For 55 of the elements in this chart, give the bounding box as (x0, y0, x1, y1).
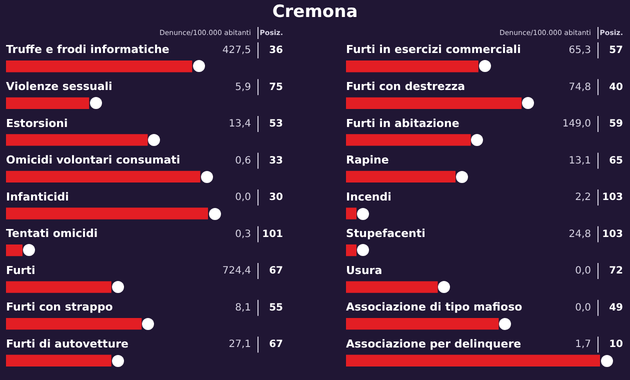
y-tick-label: Furti (6, 264, 36, 277)
y-tick-label: Stupefacenti (346, 227, 426, 240)
annotation: 0,0 (575, 266, 591, 277)
annotation: 1,7 (575, 339, 591, 350)
y-tick-label: Omicidi volontari consumati (6, 154, 180, 167)
text: 0,6 (235, 155, 251, 166)
text: 36 (269, 44, 284, 56)
text: 103 (602, 228, 624, 240)
text: 103 (602, 192, 624, 204)
text: 57 (609, 44, 624, 56)
text: 427,5 (222, 44, 251, 56)
y-tick-label: Associazione per delinquere (346, 337, 522, 350)
text: 8,1 (235, 302, 251, 314)
annotation: 65,3 (568, 44, 591, 56)
text: 59 (609, 118, 624, 130)
text: 72 (609, 266, 624, 277)
text: 67 (269, 339, 284, 350)
y-tick-label: Estorsioni (6, 116, 68, 130)
y-tick-label: Furti in esercizi commerciali (346, 43, 521, 56)
y-tick-label: Furti di autovetture (6, 337, 128, 350)
annotation: 149,0 (562, 118, 591, 130)
text: 13,4 (228, 118, 251, 130)
text: 30 (269, 192, 284, 204)
text: 75 (269, 82, 284, 93)
text: 101 (262, 228, 284, 240)
y-tick-label: Infanticidi (6, 190, 69, 204)
text: 49 (609, 302, 624, 314)
text: 67 (269, 266, 284, 277)
text: 65 (609, 155, 624, 166)
text: 5,9 (235, 82, 251, 93)
text: 55 (269, 302, 284, 314)
text: Cremona (271, 2, 359, 22)
annotation: 2,2 (575, 192, 591, 204)
text: 724,4 (222, 266, 251, 277)
y-tick-label: Furti con strappo (6, 300, 114, 314)
y-tick-label: Furti in abitazione (346, 116, 460, 130)
y-tick-label: Incendi (346, 190, 392, 204)
text: 0,3 (235, 228, 251, 240)
y-tick-label: Rapine (346, 154, 389, 167)
y-tick-label: Usura (346, 264, 382, 277)
text: 0,0 (235, 192, 251, 204)
annotation: 0,0 (575, 302, 591, 314)
y-tick-label: Tentati omicidi (6, 227, 98, 240)
text: 10 (609, 339, 624, 350)
text: 27,1 (228, 339, 251, 350)
annotation: 24,8 (568, 228, 591, 240)
y-tick-label: Truffe e frodi informatiche (6, 43, 170, 56)
text: 53 (269, 118, 284, 130)
y-tick-label: Furti con destrezza (346, 80, 466, 94)
annotation: 74,8 (568, 82, 591, 93)
y-tick-label: Violenze sessuali (6, 80, 112, 94)
text: 40 (609, 82, 624, 93)
annotation: 13,1 (568, 155, 591, 166)
text: 33 (269, 155, 284, 166)
y-tick-label: Associazione di tipo mafioso (346, 300, 523, 314)
